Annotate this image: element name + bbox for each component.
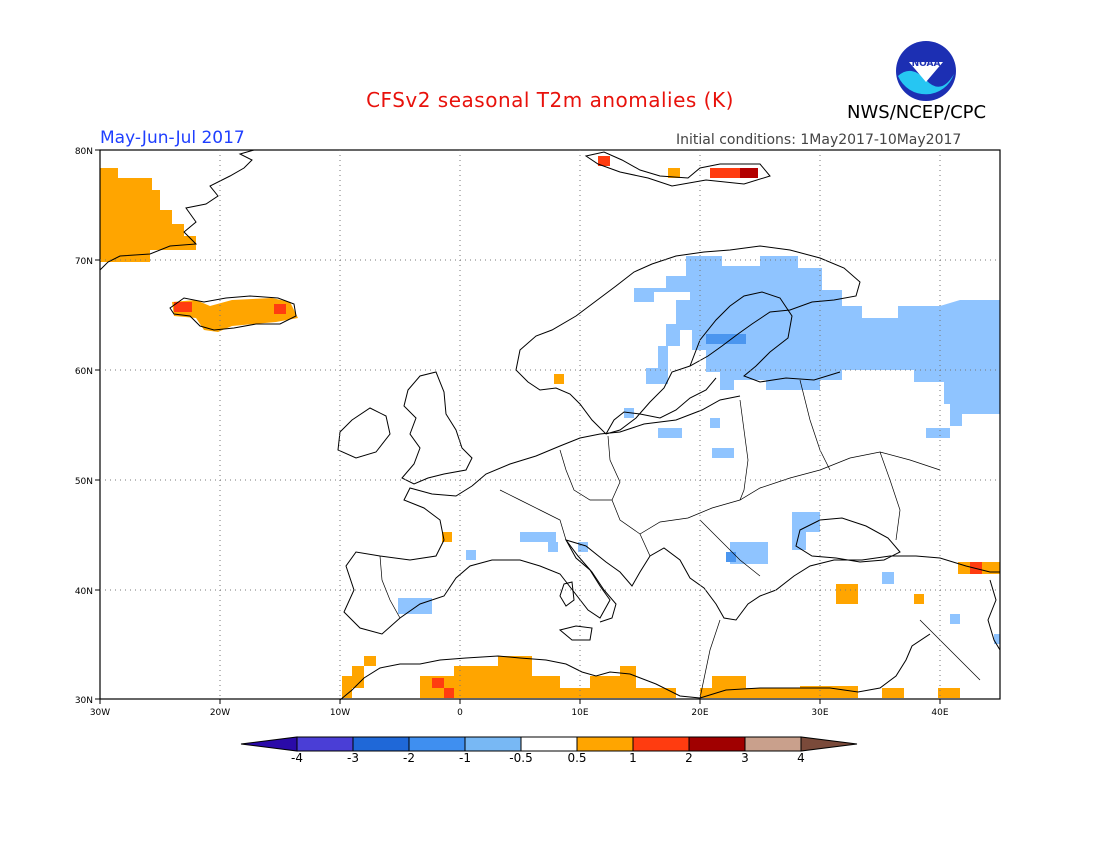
colorbar-swatch xyxy=(688,736,746,752)
noaa-logo: NOAA xyxy=(896,41,956,101)
colorbar-label: 0.5 xyxy=(567,751,587,765)
logo-text: NOAA xyxy=(912,59,941,69)
lon-tick-label: 40E xyxy=(931,708,948,718)
colorbar-swatch xyxy=(744,736,802,752)
lon-tick-label: 10W xyxy=(330,708,350,718)
colorbar-label: -1 xyxy=(459,751,471,765)
initial-conditions: Initial conditions: 1May2017-10May2017 xyxy=(676,132,962,148)
colorbar-swatch xyxy=(520,736,578,752)
colorbar-arrow-low xyxy=(240,736,298,752)
anomaly-shading xyxy=(100,156,1000,698)
lat-tick-label: 80N xyxy=(75,147,93,157)
lat-tick-label: 70N xyxy=(75,257,93,267)
colorbar-label: -3 xyxy=(347,751,359,765)
lon-tick-label: 0 xyxy=(457,708,463,718)
colorbar-label: 1 xyxy=(629,751,637,765)
gridlines xyxy=(100,150,1000,699)
lon-tick-label: 30W xyxy=(90,708,110,718)
colorbar-label: -4 xyxy=(291,751,303,765)
lon-tick-label: 20E xyxy=(691,708,708,718)
colorbar-swatch xyxy=(296,736,354,752)
tick-marks xyxy=(95,149,941,704)
chart-title: CFSv2 seasonal T2m anomalies (K) xyxy=(366,88,734,112)
lon-tick-label: 20W xyxy=(210,708,230,718)
agency-label: NWS/NCEP/CPC xyxy=(847,102,987,123)
colorbar-swatch xyxy=(576,736,634,752)
lat-tick-label: 60N xyxy=(75,367,93,377)
colorbar-swatch xyxy=(464,736,522,752)
colorbar-label: -2 xyxy=(403,751,415,765)
lat-tick-label: 40N xyxy=(75,587,93,597)
colorbar-swatch xyxy=(632,736,690,752)
colorbar xyxy=(240,736,858,752)
coastlines xyxy=(99,149,1001,701)
lon-tick-label: 30E xyxy=(811,708,828,718)
colorbar-swatch xyxy=(408,736,466,752)
colorbar-arrow-high xyxy=(800,736,858,752)
colorbar-label: 4 xyxy=(797,751,805,765)
forecast-period: May-Jun-Jul 2017 xyxy=(100,128,245,148)
colorbar-swatch xyxy=(352,736,410,752)
colorbar-label: 3 xyxy=(741,751,749,765)
plot-frame xyxy=(99,149,1001,700)
colorbar-label: 2 xyxy=(685,751,693,765)
lon-tick-label: 10E xyxy=(571,708,588,718)
lat-tick-label: 30N xyxy=(75,696,93,706)
lat-tick-label: 50N xyxy=(75,477,93,487)
colorbar-label: -0.5 xyxy=(509,751,533,765)
country-borders xyxy=(379,379,981,699)
